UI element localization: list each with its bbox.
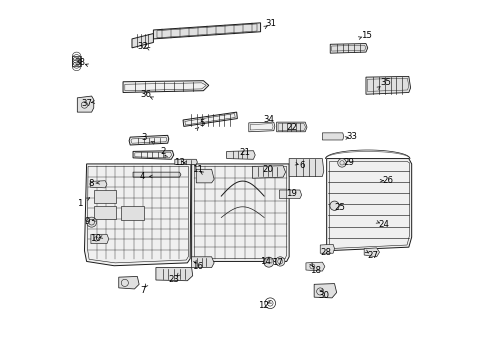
Polygon shape xyxy=(248,122,274,132)
Text: 26: 26 xyxy=(382,176,393,185)
Text: 6: 6 xyxy=(298,161,304,170)
Polygon shape xyxy=(183,112,237,126)
Circle shape xyxy=(329,201,339,210)
Polygon shape xyxy=(153,23,260,39)
Polygon shape xyxy=(196,169,214,183)
Text: 4: 4 xyxy=(140,172,145,181)
Text: 19: 19 xyxy=(285,189,297,198)
Polygon shape xyxy=(132,33,153,48)
Polygon shape xyxy=(119,276,139,289)
Text: 9: 9 xyxy=(84,217,90,226)
Text: 14: 14 xyxy=(259,257,270,266)
Polygon shape xyxy=(329,44,367,53)
Polygon shape xyxy=(226,151,255,159)
Polygon shape xyxy=(320,244,334,253)
Text: 12: 12 xyxy=(257,301,268,310)
Polygon shape xyxy=(175,159,197,165)
Polygon shape xyxy=(288,158,323,176)
Text: 16: 16 xyxy=(191,262,203,271)
Polygon shape xyxy=(123,81,208,93)
Polygon shape xyxy=(365,76,410,94)
Text: 29: 29 xyxy=(343,158,353,167)
Text: 33: 33 xyxy=(346,132,356,141)
Polygon shape xyxy=(276,122,306,132)
Text: 17: 17 xyxy=(271,258,282,267)
Circle shape xyxy=(86,217,97,227)
Text: 8: 8 xyxy=(88,179,94,188)
Text: 35: 35 xyxy=(379,78,390,87)
Text: 20: 20 xyxy=(262,165,273,174)
Polygon shape xyxy=(129,135,168,145)
Text: 34: 34 xyxy=(263,116,274,125)
Polygon shape xyxy=(133,172,181,177)
Polygon shape xyxy=(90,181,107,188)
Text: 3: 3 xyxy=(141,133,146,142)
Circle shape xyxy=(337,158,346,167)
Polygon shape xyxy=(77,96,94,112)
Polygon shape xyxy=(364,248,379,257)
Polygon shape xyxy=(156,267,192,281)
Text: 27: 27 xyxy=(366,251,377,260)
Text: 22: 22 xyxy=(285,123,297,132)
Polygon shape xyxy=(191,164,288,261)
Text: 18: 18 xyxy=(310,266,321,275)
Circle shape xyxy=(263,257,273,267)
Text: 1: 1 xyxy=(77,199,83,208)
Polygon shape xyxy=(133,151,173,159)
Text: 30: 30 xyxy=(318,291,328,300)
Text: 13: 13 xyxy=(174,158,184,167)
Polygon shape xyxy=(322,133,343,140)
Text: 11: 11 xyxy=(191,166,203,175)
Text: 36: 36 xyxy=(141,90,151,99)
Text: 32: 32 xyxy=(137,41,148,50)
Polygon shape xyxy=(91,234,108,244)
Text: 25: 25 xyxy=(334,203,345,212)
Text: 10: 10 xyxy=(89,234,101,243)
Polygon shape xyxy=(279,190,301,199)
Polygon shape xyxy=(252,166,285,178)
Circle shape xyxy=(275,257,285,266)
Text: 24: 24 xyxy=(378,220,388,229)
Polygon shape xyxy=(94,190,116,203)
Polygon shape xyxy=(94,206,116,219)
Text: 28: 28 xyxy=(320,248,331,257)
Polygon shape xyxy=(121,206,144,220)
Text: 31: 31 xyxy=(265,19,276,28)
Text: 7: 7 xyxy=(140,285,145,294)
Polygon shape xyxy=(305,262,324,271)
Text: 37: 37 xyxy=(81,99,92,108)
Polygon shape xyxy=(84,164,190,266)
Text: 38: 38 xyxy=(74,58,85,67)
Polygon shape xyxy=(191,257,214,267)
Polygon shape xyxy=(326,158,411,251)
Text: 2: 2 xyxy=(160,147,165,156)
Polygon shape xyxy=(313,284,336,298)
Text: 21: 21 xyxy=(239,148,249,157)
Text: 15: 15 xyxy=(361,31,371,40)
Text: 5: 5 xyxy=(199,119,204,128)
Text: 23: 23 xyxy=(168,275,179,284)
